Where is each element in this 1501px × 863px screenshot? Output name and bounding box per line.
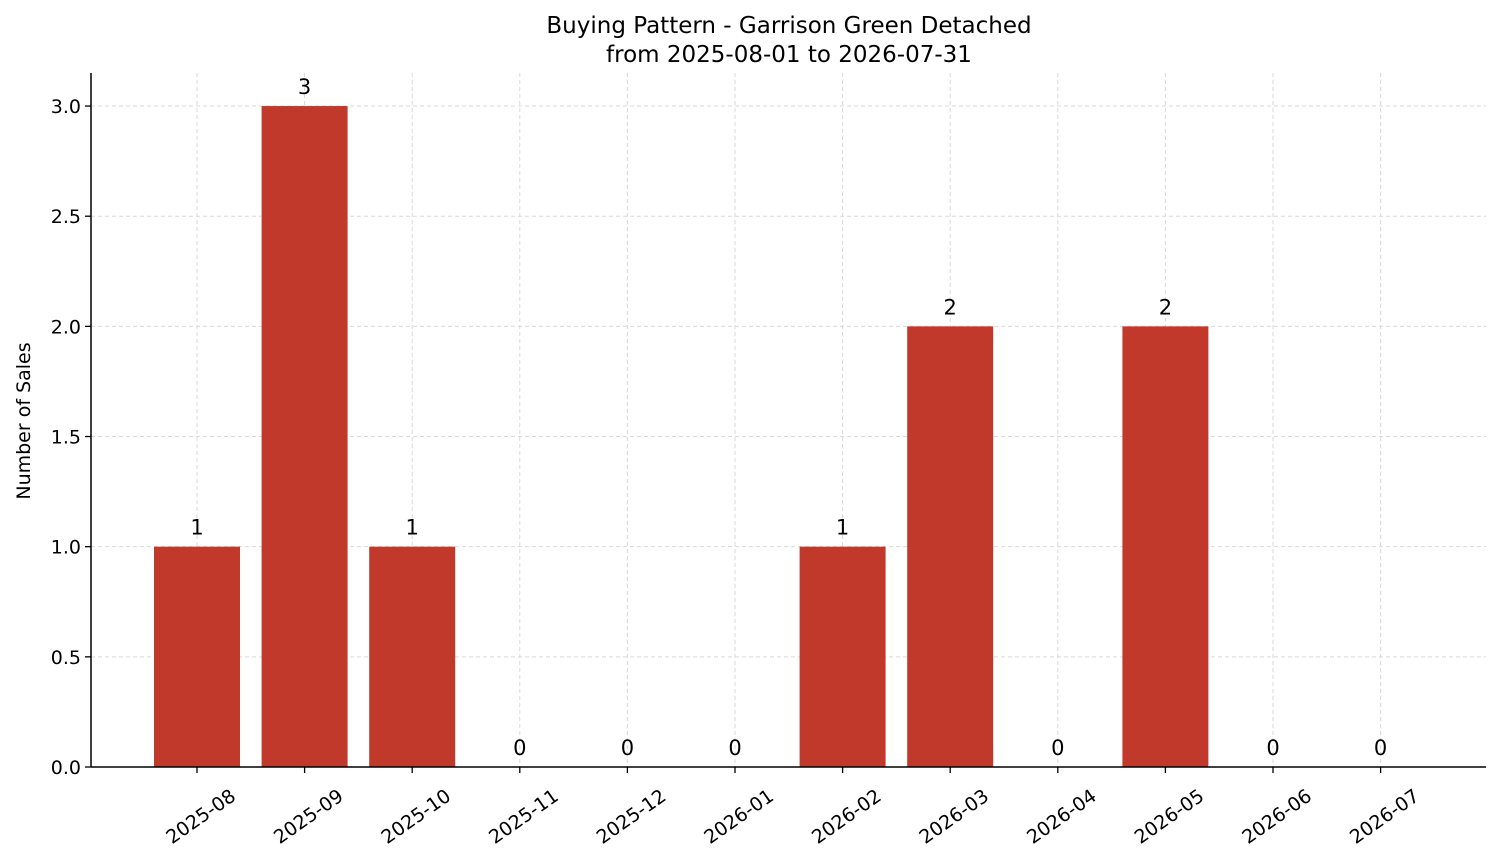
data-label-2025-08: 1 [190,516,203,540]
x-tick-label: 2025-09 [270,785,348,849]
chart-title: Buying Pattern - Garrison Green Detached [546,13,1031,39]
bar-2025-10 [369,546,456,767]
y-tick-label: 1.5 [51,427,81,449]
y-tick-label: 0.5 [51,647,81,669]
x-tick-label: 2025-10 [377,785,455,849]
data-label-2026-07: 0 [1374,736,1387,760]
data-label-2026-06: 0 [1266,736,1279,760]
bar-2026-05 [1122,326,1209,767]
x-tick-label: 2025-11 [485,785,563,849]
data-label-2025-10: 1 [406,516,419,540]
y-tick-label: 3.0 [51,96,81,118]
y-tick-label: 2.5 [51,206,81,228]
axes [85,73,1486,773]
data-label-2026-01: 0 [728,736,741,760]
y-axis-label: Number of Sales [13,342,35,499]
y-tick-label: 1.0 [51,537,81,559]
x-tick-label: 2025-08 [162,785,240,849]
y-tick-label: 0.0 [51,757,81,779]
data-label-2026-03: 2 [944,295,957,319]
bars [154,106,1209,768]
data-label-2025-09: 3 [298,75,311,99]
data-label-2026-05: 2 [1159,295,1172,319]
y-tick-label: 2.0 [51,316,81,338]
x-tick-label: 2026-04 [1023,785,1101,849]
data-label-2025-11: 0 [513,736,526,760]
bar-2025-09 [261,106,348,768]
x-tick-label: 2025-12 [593,785,671,849]
x-tick-label: 2026-05 [1131,785,1209,849]
x-tick-label: 2026-03 [915,785,993,849]
x-tick-label: 2026-06 [1238,785,1316,849]
bar-2026-02 [799,546,886,767]
bar-2025-08 [154,546,240,767]
x-tick-label: 2026-02 [808,785,886,849]
bar-2026-03 [907,326,994,767]
data-label-2025-12: 0 [621,736,634,760]
x-tick-label: 2026-01 [700,785,778,849]
data-label-2026-02: 1 [836,516,849,540]
data-labels: 1 3 1 0 0 0 1 2 0 2 0 0 [190,75,1387,760]
data-label-2026-04: 0 [1051,736,1064,760]
x-tick-label: 2026-07 [1346,785,1424,849]
chart-subtitle: from 2025-08-01 to 2026-07-31 [606,42,972,68]
